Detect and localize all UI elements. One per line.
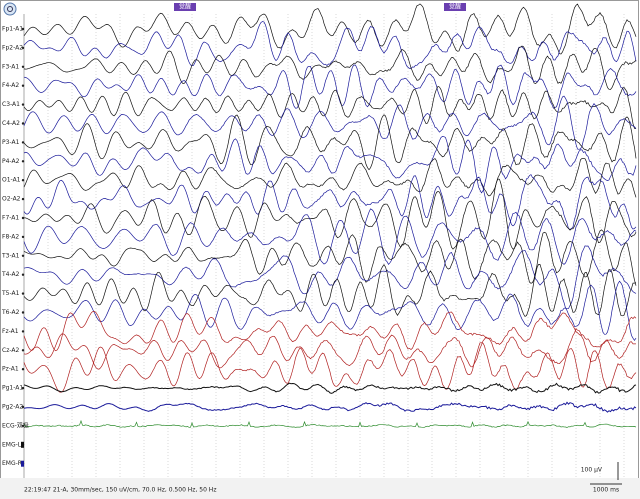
event-marker-label: 觉醒	[449, 3, 461, 11]
channel-label: Pg1-A1	[2, 385, 23, 392]
channel-box	[21, 460, 24, 467]
event-marker-label: 觉醒	[179, 3, 191, 11]
channel-dot	[21, 216, 25, 220]
channel-label: EMG-R	[2, 460, 22, 467]
channel-label: F4-A2	[2, 82, 19, 89]
channel-dot	[21, 330, 25, 333]
eeg-trace	[23, 280, 637, 342]
eeg-trace	[23, 95, 637, 150]
channel-label: Pg2-A2	[2, 404, 23, 411]
channel-box	[21, 441, 24, 448]
channel-label: F7-A1	[2, 215, 19, 222]
eeg-trace	[23, 136, 637, 194]
channel-label: Fp1-A1	[2, 26, 23, 33]
eeg-trace	[23, 45, 637, 90]
eeg-trace	[23, 245, 637, 310]
event-marker	[444, 3, 466, 11]
channel-label: O2-A2	[2, 196, 21, 203]
menu-icon-inner	[7, 6, 13, 12]
eeg-trace	[23, 3, 637, 55]
amp-scale-label: 100 μV	[581, 467, 603, 474]
eeg-trace	[24, 178, 637, 250]
channel-dot	[21, 65, 25, 69]
channel-label: EMG-L	[2, 441, 22, 448]
eeg-trace	[23, 401, 637, 413]
channel-label: C4-A2	[2, 120, 20, 127]
eeg-trace	[23, 327, 637, 370]
channel-dot	[21, 84, 25, 87]
channel-dot	[21, 424, 25, 428]
channel-label: T3-A1	[1, 252, 20, 259]
eeg-trace	[23, 174, 637, 230]
channel-label: P4-A2	[2, 158, 20, 165]
status-text: 22:19:47 21-A, 30mm/sec, 150 uV/cm, 70.0…	[24, 487, 216, 494]
channel-dot	[21, 235, 25, 239]
channel-dot	[21, 122, 25, 125]
eeg-trace	[23, 382, 637, 394]
status-bar	[0, 478, 640, 499]
channel-label: Cz-A2	[2, 347, 19, 354]
channel-dot	[21, 405, 25, 409]
channel-label: O1-A1	[2, 177, 21, 184]
channel-dot	[21, 254, 25, 257]
channel-dot	[21, 46, 25, 50]
channel-label: T4-A2	[1, 271, 20, 278]
eeg-trace	[23, 419, 637, 428]
channel-dot	[21, 160, 25, 163]
eeg-trace	[23, 229, 637, 286]
channel-label: Fz-A1	[2, 328, 19, 335]
channel-dot	[21, 349, 25, 352]
menu-icon[interactable]	[3, 2, 17, 16]
channel-label: F8-A2	[2, 233, 19, 240]
eeg-trace	[23, 263, 637, 317]
event-marker	[174, 3, 196, 11]
channel-label: Pz-A1	[2, 366, 19, 373]
channel-dot	[21, 311, 25, 314]
channel-label: F3-A1	[2, 63, 19, 70]
eeg-trace	[23, 85, 637, 129]
eeg-trace	[23, 21, 637, 69]
channel-label: ECG-双极	[2, 421, 29, 429]
channel-dot	[21, 368, 25, 371]
channel-dot	[21, 27, 25, 31]
channel-dot	[21, 141, 25, 144]
channel-dot	[21, 103, 25, 106]
channel-label: C3-A1	[2, 101, 20, 108]
channel-label: T6-A2	[1, 309, 20, 316]
channel-dot	[21, 197, 25, 201]
channel-dot	[21, 273, 25, 276]
channel-label: Fp2-A2	[2, 44, 23, 51]
eeg-trace	[23, 64, 637, 109]
channel-dot	[21, 292, 25, 295]
channel-label: T5-A1	[1, 290, 20, 297]
eeg-trace	[23, 311, 637, 352]
channel-dot	[21, 386, 25, 390]
channel-dot	[21, 179, 25, 182]
eeg-trace	[23, 208, 637, 266]
time-scale-label: 1000 ms	[593, 487, 619, 494]
eeg-trace	[23, 342, 637, 393]
channel-label: P3-A1	[2, 139, 20, 146]
eeg-trace	[23, 114, 637, 171]
